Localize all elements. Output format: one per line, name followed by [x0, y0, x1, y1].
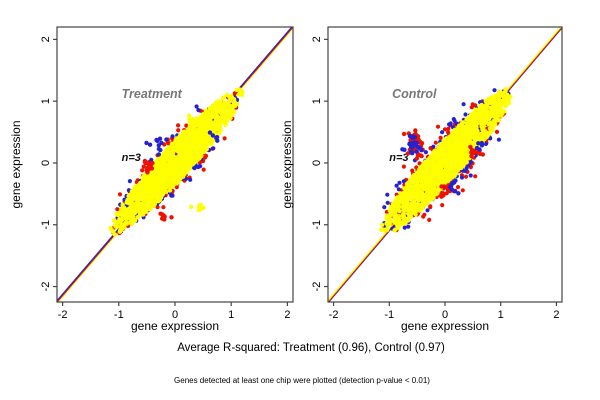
y-tick-label: 0	[311, 160, 323, 166]
y-tick-label: 1	[40, 98, 52, 104]
x-tick-label: 0	[442, 309, 448, 321]
outlier-cluster-blue	[144, 136, 164, 157]
y-tick-label: -2	[40, 282, 52, 292]
y-tick-label: 2	[40, 36, 52, 42]
plot-treatment: n=3 -2 -1 0 1 2 -2 -1 0 1 2 gene expression gene exp…	[9, 26, 294, 333]
x-tick-label: 2	[284, 309, 290, 321]
x-tick-label: -2	[58, 309, 68, 321]
y-tick-label: 2	[311, 36, 323, 42]
x-tick-label: 1	[228, 309, 234, 321]
panel-title: Treatment	[122, 87, 183, 101]
plot-control: n=3 -2 -1 0 1 2 -2 -1 0 1 2 gene expression gene exp…	[280, 26, 563, 333]
n-annotation: n=3	[122, 152, 141, 164]
y-tick-label: -2	[311, 282, 323, 292]
outlier-cluster-blue	[400, 133, 424, 156]
caption-r-squared: Average R-squared: Treatment (0.96), Con…	[177, 342, 445, 354]
panel-title: Control	[392, 87, 437, 101]
x-tick-label: 2	[553, 309, 559, 321]
y-axis-label: gene expression	[9, 120, 23, 208]
x-tick-label: -1	[114, 309, 124, 321]
n-annotation: n=3	[389, 152, 408, 164]
y-axis-label: gene expression	[280, 120, 294, 208]
x-tick-label: 1	[498, 309, 504, 321]
x-axis-label: gene expression	[131, 319, 219, 333]
y-tick-label: -1	[40, 220, 52, 230]
outlier-cluster-red	[468, 144, 485, 159]
outlier-cluster-yellow	[186, 113, 199, 127]
scatter-points-yellow	[379, 87, 513, 233]
plot-area: n=3	[57, 27, 293, 302]
outlier-cluster-yellow	[189, 202, 206, 213]
plot-area: n=3	[328, 27, 562, 302]
x-tick-label: -1	[384, 309, 394, 321]
x-tick-label: 0	[172, 309, 178, 321]
outlier-cluster-blue	[474, 140, 485, 152]
outlier-cluster-blue	[447, 178, 461, 196]
y-tick-label: -1	[311, 220, 323, 230]
scatter-points-yellow	[108, 87, 245, 237]
outlier-cluster-blue	[207, 130, 220, 143]
x-axis-label: gene expression	[401, 319, 489, 333]
y-tick-label: 0	[40, 160, 52, 166]
outlier-cluster-red	[158, 211, 174, 222]
outlier-cluster-red	[141, 158, 155, 175]
y-tick-label: 1	[311, 98, 323, 104]
x-tick-label: -2	[329, 309, 339, 321]
caption-detection-note: Genes detected at least one chip were pl…	[174, 376, 430, 385]
